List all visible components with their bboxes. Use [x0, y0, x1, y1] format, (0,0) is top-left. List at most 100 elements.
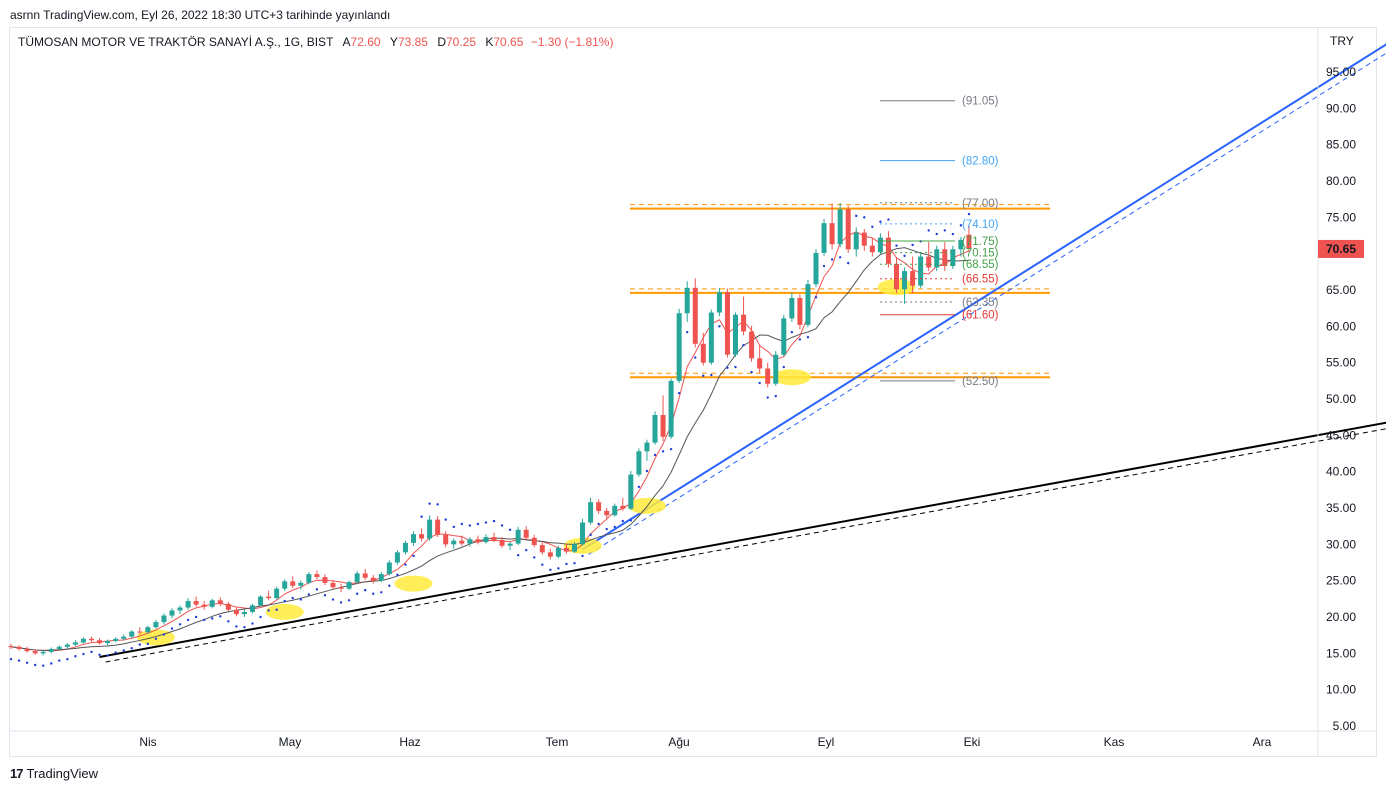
- candle-body: [757, 358, 763, 369]
- candle: [950, 245, 956, 269]
- candle: [869, 238, 875, 257]
- candle: [692, 278, 698, 348]
- candle-body: [837, 209, 843, 245]
- candle-body: [314, 574, 320, 578]
- candle: [789, 292, 795, 322]
- sar-dot: [227, 620, 230, 623]
- candle: [209, 598, 215, 609]
- published-info: asrnn TradingView.com, Eyl 26, 2022 18:3…: [10, 8, 391, 22]
- candle-body: [427, 519, 433, 539]
- sar-dot: [315, 588, 319, 591]
- sar-dot: [887, 218, 890, 221]
- sar-dot: [420, 515, 423, 518]
- highlight-marks: [136, 279, 916, 646]
- sar-dot: [661, 450, 665, 453]
- sar-dot: [476, 522, 480, 526]
- candle-body: [362, 573, 368, 578]
- candle: [475, 535, 481, 545]
- sar-dot: [613, 525, 616, 529]
- candle: [177, 605, 183, 615]
- candle-body: [580, 522, 586, 545]
- candle: [137, 627, 143, 635]
- level-label: (68.55): [962, 259, 999, 271]
- candle: [491, 532, 497, 543]
- candle-body: [902, 271, 908, 290]
- sar-dot: [380, 591, 383, 594]
- month-label: Haz: [399, 735, 420, 749]
- steep-trend-dashed: [588, 52, 1386, 555]
- candle-body: [628, 474, 634, 509]
- sar-dot: [694, 356, 697, 359]
- highlight-mark: [394, 575, 433, 592]
- candle: [411, 531, 416, 546]
- sar-dot: [838, 256, 842, 259]
- candle: [97, 638, 103, 645]
- candle: [169, 608, 175, 619]
- sar-dot: [122, 649, 125, 652]
- candle-body: [459, 540, 465, 544]
- trend-lines: [99, 43, 1386, 663]
- candle: [113, 637, 119, 643]
- candle-body: [89, 638, 94, 641]
- candle-body: [169, 610, 175, 616]
- candle: [580, 518, 586, 546]
- month-label: Tem: [546, 735, 569, 749]
- sar-dot: [637, 485, 641, 489]
- sar-dot: [774, 394, 777, 398]
- level-label: (91.05): [962, 96, 999, 108]
- candle-body: [40, 651, 46, 654]
- sar-dot: [170, 627, 174, 630]
- level-label: (77.00): [962, 198, 999, 210]
- candle: [72, 640, 78, 647]
- level-label: (66.55): [962, 274, 999, 286]
- candle-body: [853, 232, 859, 250]
- candle-body: [121, 636, 127, 639]
- candle: [378, 571, 384, 583]
- sar-dot: [436, 503, 439, 506]
- candle: [668, 378, 674, 439]
- sar-dot: [211, 617, 214, 620]
- price-tick-label: 10.00: [1326, 683, 1356, 697]
- candle: [386, 560, 392, 576]
- chart-frame[interactable]: [9, 27, 1377, 757]
- candle: [837, 202, 843, 248]
- candle-body: [934, 249, 940, 268]
- candle-body: [652, 414, 658, 443]
- sar-dot: [178, 623, 182, 626]
- price-tick-label: 15.00: [1326, 646, 1356, 660]
- sar-dot: [879, 220, 882, 223]
- candle-body: [443, 534, 449, 545]
- candle-body: [861, 232, 867, 246]
- sar-dot: [798, 338, 802, 341]
- candle-body: [499, 539, 505, 546]
- candle: [185, 598, 191, 610]
- candle: [394, 550, 400, 565]
- candle: [499, 537, 505, 548]
- candle: [902, 267, 908, 304]
- candle-body: [515, 529, 521, 544]
- steep-trend-line: [582, 43, 1386, 551]
- sar-dot: [42, 664, 45, 667]
- sar-dot: [146, 642, 150, 646]
- candle-body: [668, 380, 674, 437]
- price-tick-label: 95.00: [1326, 65, 1356, 79]
- sar-dot: [597, 522, 600, 526]
- level-label: (52.50): [962, 376, 999, 388]
- candle-body: [290, 581, 296, 586]
- sar-dot: [629, 519, 633, 522]
- sar-dot: [468, 524, 472, 527]
- sar-dot: [726, 366, 729, 369]
- level-label: (70.15): [962, 248, 999, 260]
- candle-body: [217, 600, 223, 604]
- candle: [250, 603, 255, 614]
- candle: [56, 645, 62, 651]
- candle-body: [330, 582, 336, 588]
- brand[interactable]: 17 TradingView: [10, 766, 98, 781]
- sar-dot: [895, 244, 898, 247]
- sar-dot: [742, 344, 745, 347]
- sar-dot: [581, 554, 584, 558]
- sar-dot: [718, 325, 721, 328]
- sar-dot: [194, 615, 198, 619]
- low-label: D: [437, 35, 446, 49]
